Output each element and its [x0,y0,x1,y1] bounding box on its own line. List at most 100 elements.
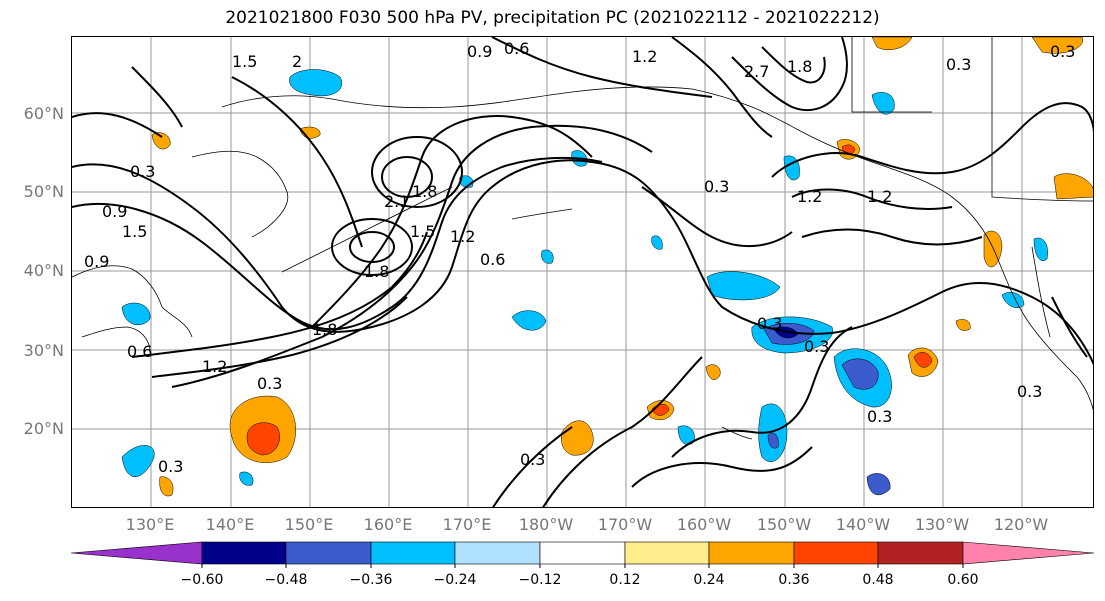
colorbar-tick-label: −0.60 [180,572,224,588]
precip-positive-blob [151,132,171,150]
contour-label: 0.9 [102,202,127,221]
contour-label: 0.3 [804,337,829,356]
lon-label-150e: 150°E [284,515,334,534]
precip-positive-blob [561,420,594,456]
contour-label: 2.1 [384,192,409,211]
lat-label-50n: 50°N [23,182,64,201]
colorbar-cell [201,541,287,565]
precip-negative-blob [121,445,155,477]
colorbar-cell [454,541,541,565]
lon-label-130e: 130°E [125,515,175,534]
colorbar-tick-label: −0.12 [518,572,562,588]
contour-labels: 1.5 2 0.9 0.6 1.2 2.7 1.8 0.3 0.3 0.3 0.… [84,39,1075,476]
precip-negative-core [841,358,879,390]
contour-label: 0.9 [467,42,492,61]
precip-positive-blob [705,364,721,380]
contour-label: 1.2 [450,227,475,246]
lat-label-30n: 30°N [23,341,64,360]
lon-label-120w: 120°W [993,515,1049,534]
contour-label: 1.8 [364,262,389,281]
contour-label: 0.6 [504,39,529,58]
precip-negative-blob [541,249,554,264]
colorbar-cell [877,541,964,565]
colorbar-cell [539,541,626,565]
contour-label: 0.3 [704,177,729,196]
contour-label: 1.2 [202,357,227,376]
precip-negative-blob [1033,237,1048,261]
lon-label-130w: 130°W [914,515,970,534]
colorbar-tick-label: −0.24 [433,572,477,588]
precip-positive-blob [1031,37,1083,54]
contour-label: 1.8 [787,57,812,76]
colorbar-cell [624,541,710,565]
precip-negative-blob [511,310,547,331]
colorbar-cell [370,541,456,565]
lon-label-160e: 160°E [363,515,413,534]
contour-label: 1.5 [232,52,257,71]
contour-label: 1.2 [632,47,657,66]
precip-positive-core [913,352,933,368]
colorbar-cell [708,541,795,565]
contour-label: 0.3 [867,407,892,426]
contour-label: 0.3 [520,450,545,469]
precip-positive-blob [955,319,971,331]
precip-negative-blob [651,235,663,250]
lon-label-170w: 170°W [597,515,653,534]
precip-negative-core [767,432,779,449]
contour-label: 0.3 [158,457,183,476]
colorbar-tick-label: 0.48 [862,572,894,588]
contour-label: 1.8 [312,320,337,339]
pv-contours [72,37,1093,507]
contour-label: 0.6 [127,342,152,361]
colorbar-tick-label: 0.36 [778,572,810,588]
precip-negative-blob [121,302,151,326]
map-title: 2021021800 F030 500 hPa PV, precipitatio… [225,8,880,28]
contour-label: 1.2 [867,187,892,206]
lon-label-160w: 160°W [676,515,732,534]
contour-label: 2.7 [744,62,769,81]
coastlines [72,37,1093,440]
contour-label: 1.2 [797,187,822,206]
colorbar-extend-low [70,541,203,565]
colorbar-tick-label: −0.36 [349,572,393,588]
colorbar [70,541,1095,568]
contour-label: 0.3 [1017,382,1042,401]
contour-label: 0.3 [946,55,971,74]
precip-negative-blob [871,92,895,115]
contour-label: 2 [292,52,302,71]
map-canvas: 1.5 2 0.9 0.6 1.2 2.7 1.8 0.3 0.3 0.3 0.… [72,37,1093,507]
precip-negative-blob [289,69,342,97]
contour-label: 0.3 [1050,42,1075,61]
colorbar-tick-label: 0.12 [609,572,641,588]
contour-label: 0.6 [480,250,505,269]
contour-label: 1.8 [412,182,437,201]
colorbar-extend-high [962,541,1095,565]
precip-negative-blob [1001,292,1025,308]
precip-negative-blob [239,471,254,486]
colorbar-tick-label: −0.48 [264,572,308,588]
precip-positive-blob [1053,173,1093,200]
contour-label: 0.3 [130,162,155,181]
lon-label-140e: 140°E [205,515,255,534]
precip-positive-blob [871,37,913,50]
lat-label-20n: 20°N [23,419,64,438]
lat-label-40n: 40°N [23,261,64,280]
contour-label: 0.3 [757,314,782,333]
lat-label-60n: 60°N [23,104,64,123]
precip-shading [121,37,1093,497]
lon-label-170e: 170°E [442,515,492,534]
precip-negative-blob [866,473,891,496]
contour-label: 1.5 [122,222,147,241]
precip-negative-blob [706,271,781,301]
lon-label-140w: 140°W [835,515,891,534]
lon-label-180w: 180°W [518,515,574,534]
contour-label: 1.5 [410,222,435,241]
colorbar-cell [793,541,879,565]
contour-label: 0.3 [257,374,282,393]
precip-positive-core [246,422,280,456]
lon-label-150w: 150°W [756,515,812,534]
precip-negative-blob [783,155,800,181]
colorbar-cell [285,541,372,565]
precip-positive-blob [159,476,174,497]
colorbar-tick-label: 0.60 [947,572,979,588]
